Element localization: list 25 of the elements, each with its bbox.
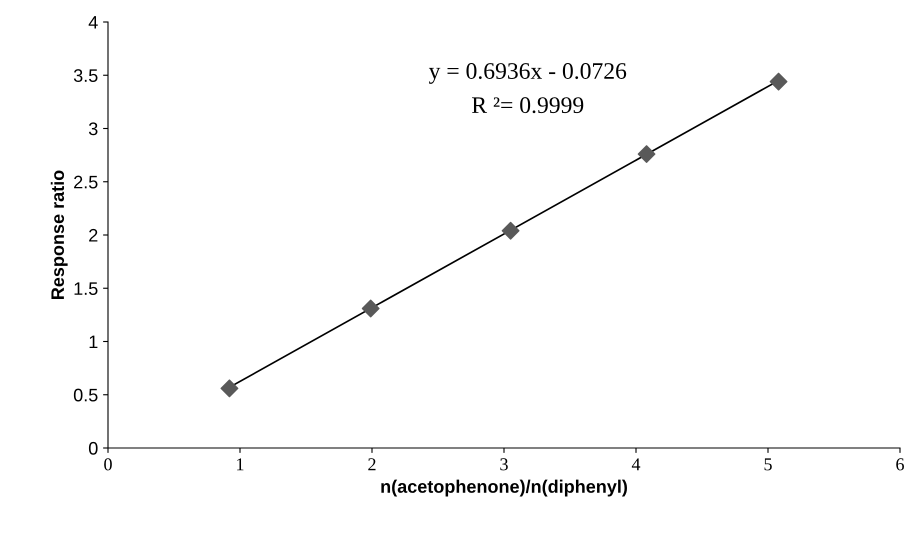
x-tick-label: 0 — [104, 458, 112, 470]
y-tick-label: 3 — [88, 122, 98, 136]
y-tick-label: 1.5 — [74, 282, 98, 295]
y-axis-title: Response ratio — [50, 170, 68, 300]
x-tick-label: 2 — [368, 458, 376, 470]
annotation: R ²= 0.9999 — [472, 97, 584, 114]
point — [502, 222, 520, 240]
x-tick-label: 4 — [632, 458, 640, 470]
point — [362, 300, 380, 318]
y-tick-label: 1 — [90, 336, 98, 348]
x-tick-label: 5 — [764, 458, 772, 470]
x-axis-title: n(acetophenone)/n(diphenyl) — [381, 480, 627, 496]
x-tick-label: 6 — [896, 458, 904, 470]
point — [220, 379, 238, 398]
x-tick-label: 1 — [237, 458, 244, 470]
y-tick-label: 2.5 — [74, 176, 98, 188]
y-tick-label: 0 — [88, 442, 98, 455]
y-tick-label: 4 — [88, 16, 98, 29]
annotation: y = 0.6936x - 0.0726 — [428, 63, 626, 84]
y-tick-label: 2 — [89, 228, 98, 242]
point — [638, 145, 656, 163]
x-tick-label: 3 — [500, 458, 508, 470]
y-tick-label: 3.5 — [74, 69, 98, 82]
point — [770, 72, 788, 91]
y-tick-label: 0.5 — [74, 388, 98, 402]
